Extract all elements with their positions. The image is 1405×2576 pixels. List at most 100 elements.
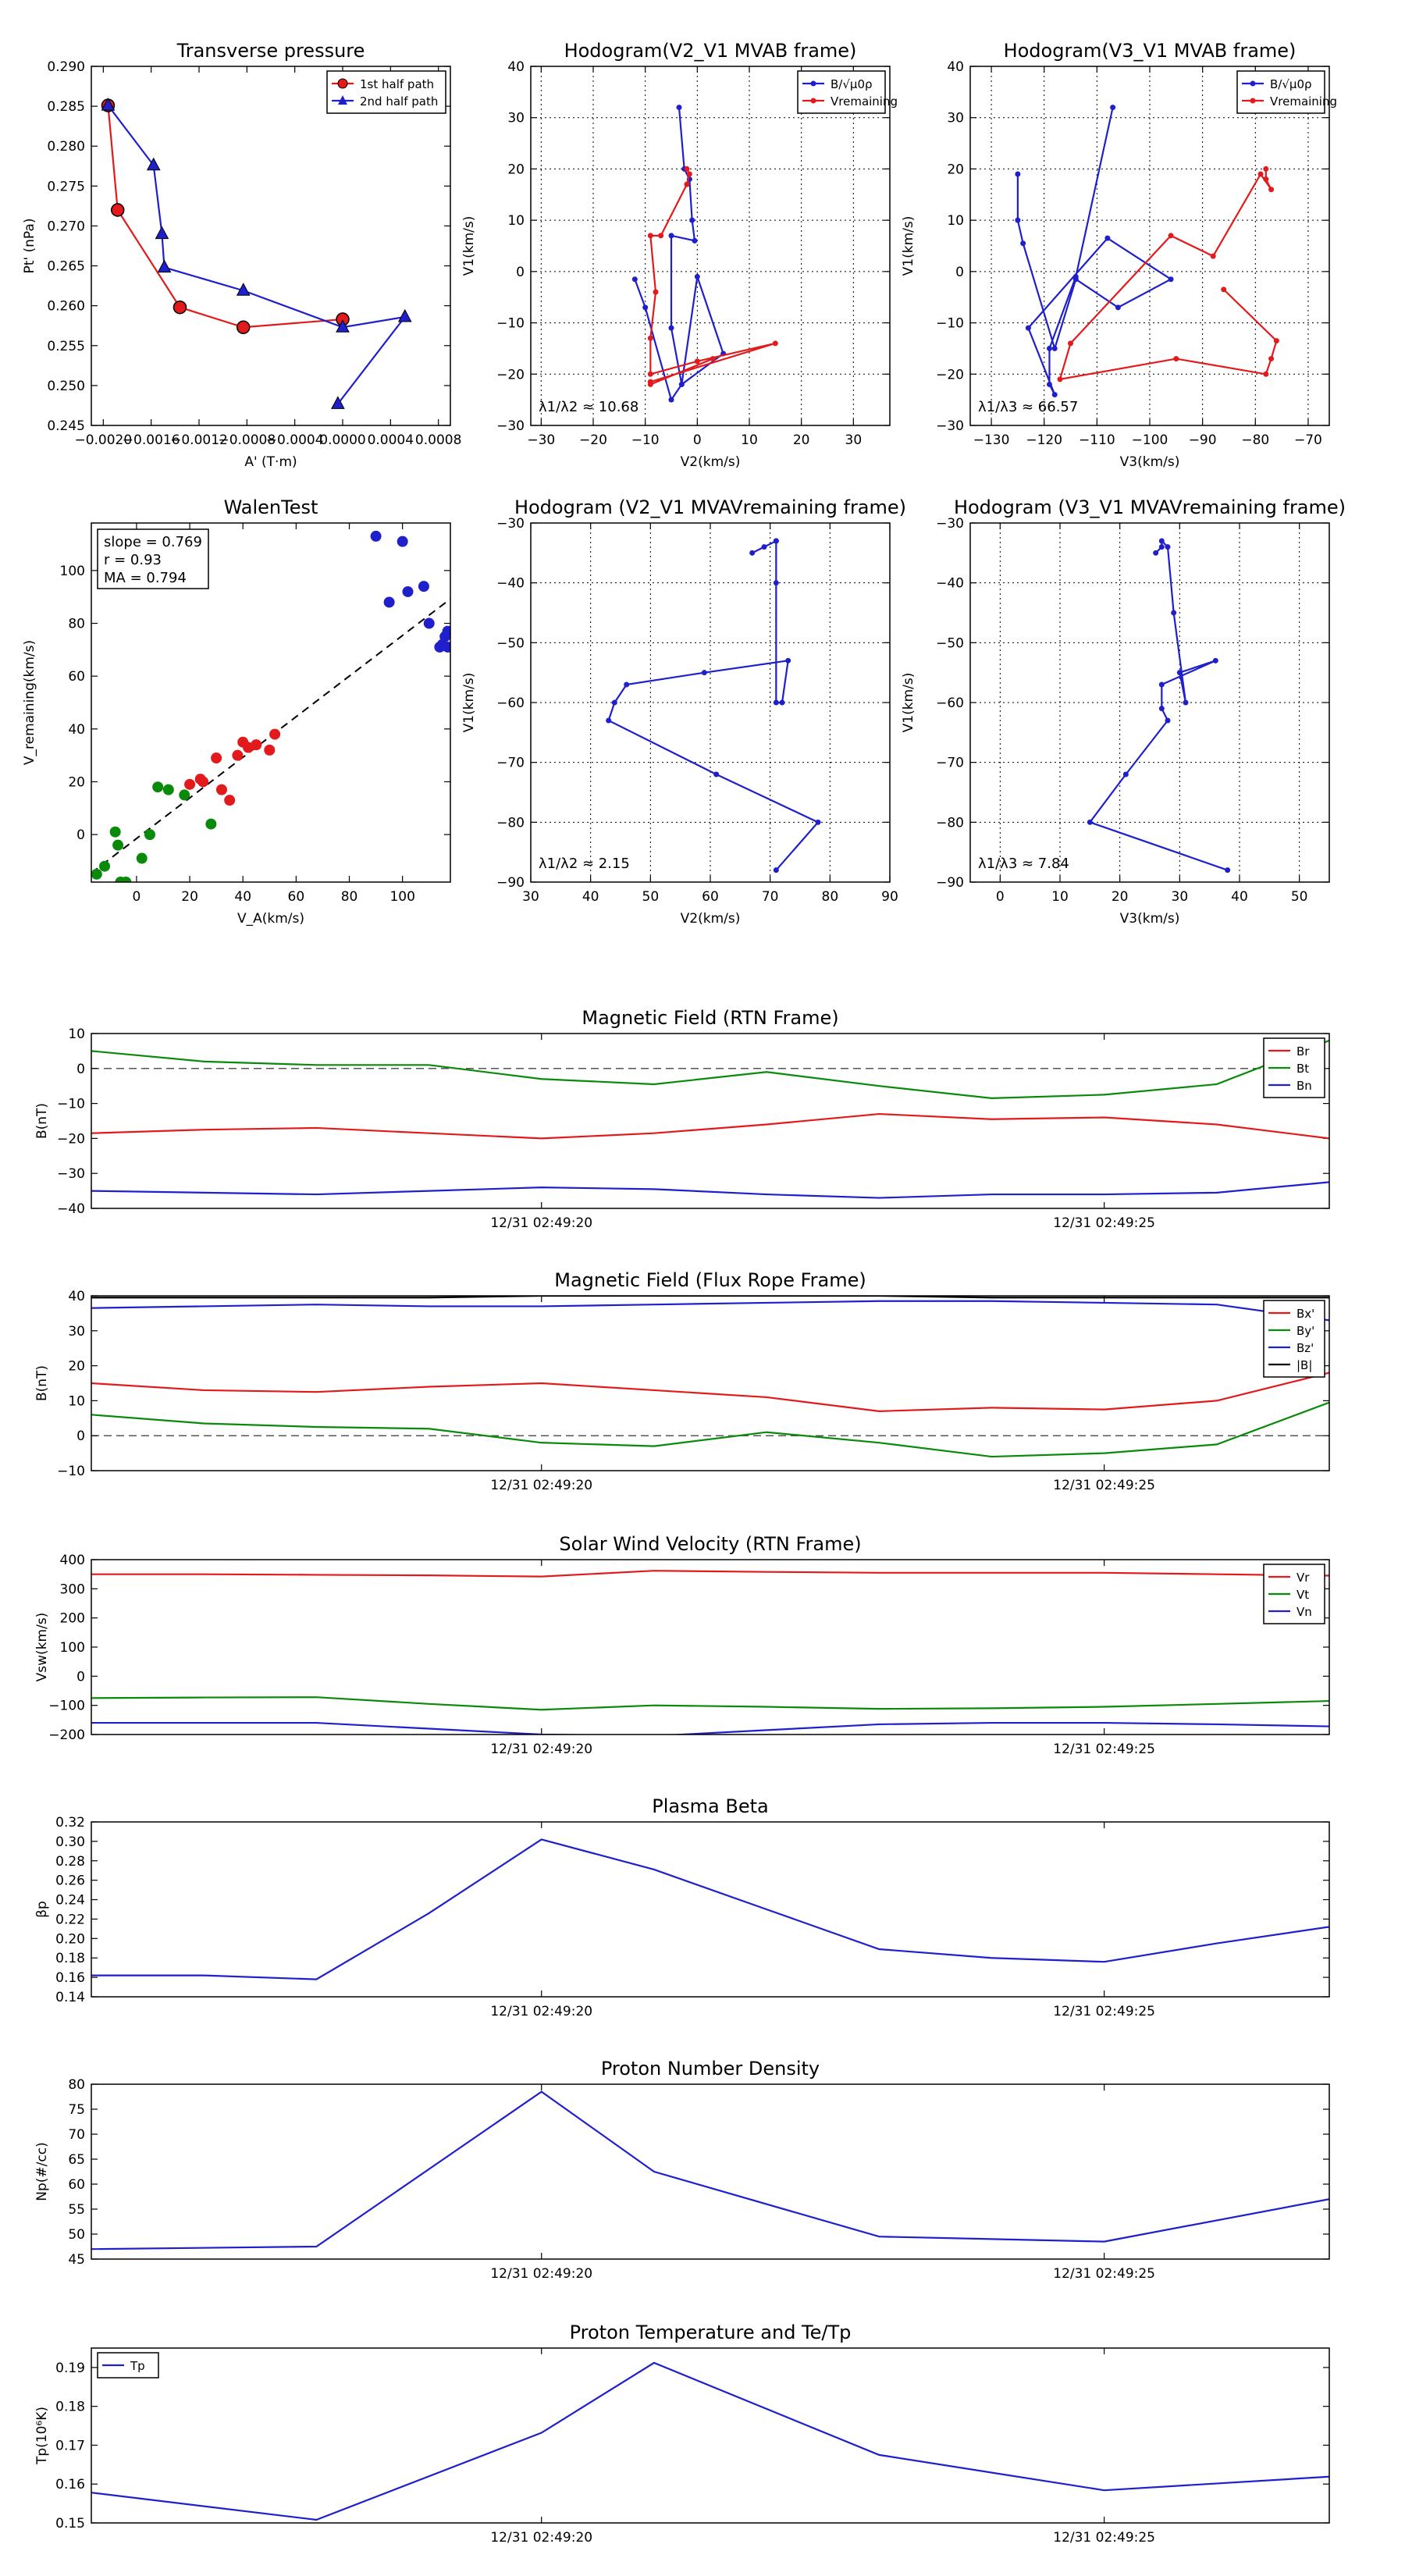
panel-np: Proton Number Density 12/31 02:49:20 12/31… <box>34 2058 1330 2282</box>
y-tick-label: 10 <box>68 1026 85 1042</box>
y-tick-label: 40 <box>68 722 85 738</box>
data-point <box>423 617 435 629</box>
series-np-line <box>91 2090 1329 2250</box>
data-point <box>1171 610 1177 616</box>
data-point <box>155 226 169 240</box>
data-point <box>144 829 155 841</box>
x-tick-label: 50 <box>1291 889 1308 905</box>
y-tick-label: 0.30 <box>55 1834 85 1850</box>
y-tick-label: −90 <box>936 875 964 891</box>
y-axis-label: B(nT) <box>34 1103 50 1139</box>
x-tick-label: −0.0008 <box>218 432 276 448</box>
data-point <box>684 181 690 187</box>
x-tick-label: 90 <box>881 889 898 905</box>
data-point <box>1268 356 1275 362</box>
panel-title: Proton Temperature and Te/Tp <box>570 2322 852 2343</box>
legend-label: Br <box>1297 1044 1310 1059</box>
y-tick-label: 0.20 <box>55 1931 85 1947</box>
y-tick-label: −70 <box>496 756 525 771</box>
y-tick-label: −30 <box>496 516 525 532</box>
y-tick-label: −20 <box>496 367 525 382</box>
data-point <box>1046 381 1052 387</box>
y-tick-label: 200 <box>60 1611 85 1627</box>
y-tick-label: −10 <box>936 316 964 332</box>
legend-label: Vremaining <box>831 94 898 109</box>
y-tick-label: −20 <box>57 1131 85 1147</box>
y-tick-label: 0.18 <box>55 1951 85 1966</box>
x-tick-label: −110 <box>1079 432 1115 448</box>
y-axis-label: V1(km/s) <box>901 673 916 733</box>
data-point <box>686 171 692 177</box>
panel-temp: Proton Temperature and Te/Tp 12/31 02:49:… <box>34 2322 1330 2546</box>
y-tick-label: 30 <box>68 1324 85 1340</box>
panel-title: Hodogram(V3_V1 MVAB frame) <box>1004 40 1297 62</box>
x-tick-label: 20 <box>793 432 810 448</box>
data-point <box>668 325 674 331</box>
plot-frame <box>969 66 1330 426</box>
y-tick-label: 0.32 <box>55 1815 85 1831</box>
y-tick-label: −30 <box>936 418 964 434</box>
panel-title: Magnetic Field (RTN Frame) <box>582 1007 838 1029</box>
x-tick-label: 12/31 02:49:25 <box>1053 1742 1155 1757</box>
data-point <box>331 396 345 409</box>
data-point <box>152 781 164 793</box>
x-tick-label: 10 <box>741 432 758 448</box>
y-axis-label: V_remaining(km/s) <box>22 640 37 765</box>
legend-box <box>1263 1300 1325 1378</box>
eigenvalue-ratio: λ1/λ2 ≈ 10.68 <box>539 399 638 415</box>
panel-title: Solar Wind Velocity (RTN Frame) <box>559 1533 861 1555</box>
y-axis-label: B(nT) <box>34 1365 50 1401</box>
data-point <box>1257 171 1264 177</box>
y-tick-label: 30 <box>947 111 964 126</box>
data-point <box>1176 670 1183 676</box>
data-point <box>773 699 779 706</box>
x-tick-label: −0.0012 <box>170 432 228 448</box>
x-tick-label: 10 <box>1051 889 1069 905</box>
x-axis-label: V3(km/s) <box>1120 454 1180 470</box>
x-tick-label: 50 <box>642 889 660 905</box>
data-point <box>713 771 720 777</box>
plot-frame <box>91 1821 1330 1998</box>
x-tick-label: 12/31 02:49:25 <box>1053 2266 1155 2282</box>
plot-frame <box>530 66 891 426</box>
legend-label: Vn <box>1297 1605 1312 1619</box>
data-point <box>1173 356 1179 362</box>
y-tick-label: 10 <box>68 1393 85 1409</box>
plot-area <box>91 1838 1329 1980</box>
y-tick-label: 40 <box>68 1289 85 1304</box>
data-point <box>173 300 187 315</box>
data-point <box>251 739 262 751</box>
y-tick-label: 100 <box>60 564 85 579</box>
y-tick-label: −30 <box>496 418 525 434</box>
data-point <box>1087 819 1093 825</box>
panel-hodo2: Hodogram(V3_V1 MVAB frame) −130 −120 −110 −1… <box>901 40 1337 470</box>
x-axis-label: V3(km/s) <box>1120 911 1180 927</box>
x-tick-label: 12/31 02:49:20 <box>490 1742 592 1757</box>
y-tick-label: 0.270 <box>47 219 85 234</box>
data-point <box>694 358 700 365</box>
data-point <box>1183 699 1189 706</box>
data-point <box>692 237 698 244</box>
series-bn-line <box>91 1181 1329 1199</box>
legend-label: |B| <box>1297 1358 1312 1372</box>
data-point <box>109 826 121 838</box>
plot-area <box>91 1296 1329 1458</box>
data-point <box>1051 345 1058 351</box>
series-bz--line <box>91 1300 1329 1322</box>
y-tick-label: 55 <box>68 2202 85 2218</box>
stats-line: slope = 0.769 <box>104 534 202 550</box>
y-axis-label: Pt' (nPa) <box>22 219 37 274</box>
y-tick-label: 70 <box>68 2127 85 2143</box>
data-point <box>418 581 429 592</box>
y-tick-label: 0 <box>76 1062 85 1077</box>
y-tick-label: 0.28 <box>55 1854 85 1870</box>
y-tick-label: 400 <box>60 1553 85 1568</box>
data-point <box>397 308 412 322</box>
y-tick-label: −90 <box>496 875 525 891</box>
legend-label: Vremaining <box>1270 94 1337 109</box>
y-tick-label: 100 <box>60 1640 85 1656</box>
eigenvalue-ratio: λ1/λ3 ≈ 66.57 <box>978 399 1078 415</box>
eigenvalue-ratio: λ1/λ2 ≈ 2.15 <box>539 856 630 872</box>
data-point <box>815 819 821 825</box>
y-tick-label: 0.265 <box>47 259 85 275</box>
